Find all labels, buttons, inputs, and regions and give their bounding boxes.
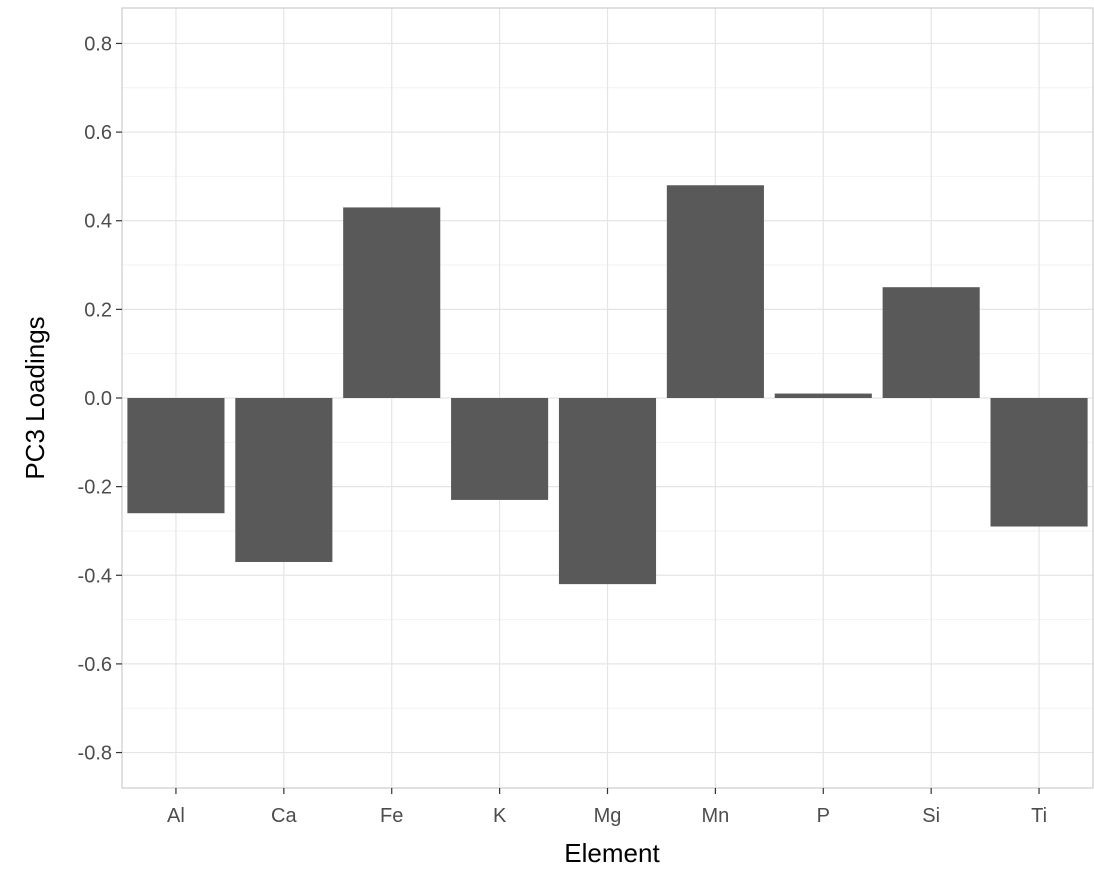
x-tick-label: Fe [380,805,403,827]
bar-fe [343,207,441,398]
x-tick-label: Mn [701,805,729,827]
bar-k [451,398,549,500]
y-tick-label: 0.2 [84,299,112,321]
x-tick-label: Si [922,805,940,827]
bar-mg [558,398,657,585]
x-tick-label: Ca [271,805,297,827]
y-tick-labels: 0.8 0.6 0.4 0.2 0.0 -0.2 -0.4 -0.6 -0.8 [78,33,122,765]
y-tick-label: 0.0 [84,388,112,410]
bar-p [774,393,872,398]
y-axis-title: PC3 Loadings [20,316,50,479]
y-tick-label: -0.6 [78,654,112,676]
y-tick-label: -0.2 [78,477,112,499]
x-tick-label: Al [167,805,185,827]
bar-al [127,398,225,514]
bar-mn [666,185,764,398]
bar-si [882,287,980,398]
x-tick-label: Ti [1031,805,1047,827]
x-tick-labels: Al Ca Fe K Mg Mn P Si Ti [167,788,1047,827]
y-tick-label: 0.6 [84,122,112,144]
y-tick-label: 0.4 [84,211,112,233]
y-tick-label: 0.8 [84,33,112,55]
y-tick-label: -0.4 [78,565,112,587]
x-tick-label: Mg [594,805,622,827]
bar-ca [235,398,333,562]
y-tick-label: -0.8 [78,743,112,765]
bar-ti [990,398,1088,527]
x-tick-label: K [493,805,507,827]
x-tick-label: P [817,805,830,827]
x-axis-title: Element [564,838,660,868]
bar-layer [127,185,1088,585]
